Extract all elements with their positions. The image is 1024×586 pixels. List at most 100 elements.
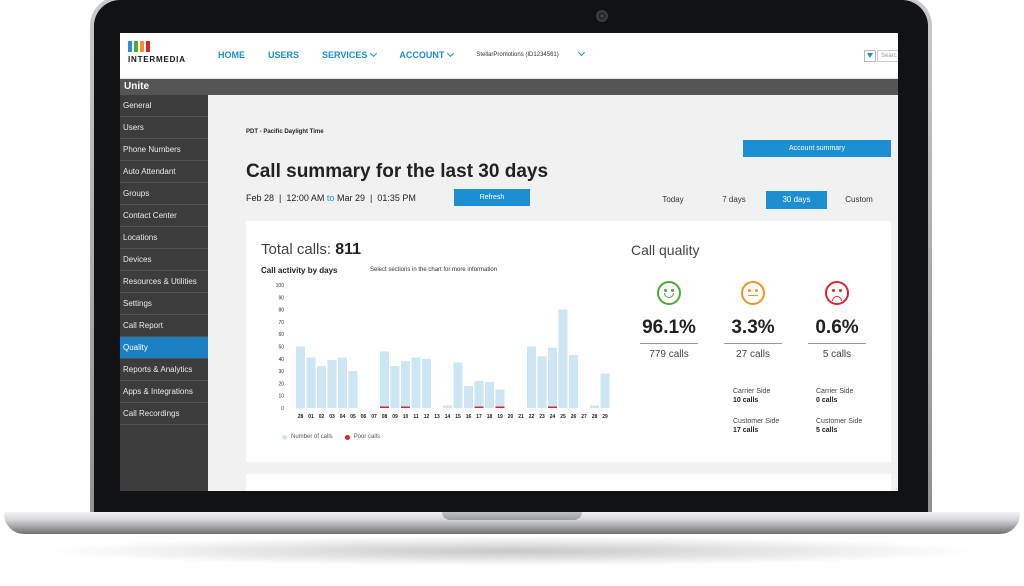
x-tick-label: 18: [487, 414, 493, 420]
calls-bar[interactable]: [558, 309, 568, 408]
sidebar-item-locations[interactable]: Locations: [120, 227, 208, 249]
range-custom-button[interactable]: Custom: [845, 195, 873, 204]
from-time[interactable]: 12:00 AM: [286, 193, 325, 203]
calls-bar[interactable]: [527, 346, 536, 409]
poor-percentage: 0.6%: [815, 317, 859, 338]
calls-bar[interactable]: [306, 357, 316, 408]
logo-bars-icon: [128, 41, 186, 52]
calls-bar[interactable]: [422, 358, 431, 408]
sidebar-item-call-report[interactable]: Call Report: [120, 315, 208, 337]
sidebar-item-phone-numbers[interactable]: Phone Numbers: [120, 139, 208, 161]
sidebar-item-call-recordings[interactable]: Call Recordings: [120, 403, 208, 425]
range-today-button[interactable]: Today: [662, 195, 684, 204]
quality-medium[interactable]: 3.3% 27 calls: [713, 281, 793, 360]
calls-bar[interactable]: [411, 357, 421, 408]
sidebar-item-apps-integrations[interactable]: Apps & Integrations: [120, 381, 208, 403]
calls-bar[interactable]: [548, 347, 557, 408]
sidebar-item-settings[interactable]: Settings: [120, 293, 208, 315]
y-tick-label: 100: [276, 283, 285, 289]
x-tick-label: 06: [361, 414, 367, 420]
account-summary-button[interactable]: Account summary: [743, 140, 891, 157]
medium-breakdown: Carrier Side 10 calls Customer Side 17 c…: [733, 387, 779, 435]
calls-bar[interactable]: [495, 389, 505, 408]
calls-bar[interactable]: [390, 366, 400, 408]
sidebar-item-quality[interactable]: Quality: [120, 337, 208, 359]
x-tick-label: 05: [350, 414, 356, 420]
y-tick-label: 90: [278, 295, 284, 301]
x-tick-label: 27: [581, 414, 587, 420]
poor-calls-bar[interactable]: [548, 406, 557, 409]
legend-number-swatch: [282, 434, 287, 440]
sidebar-item-resources-utilities[interactable]: Resources & Utilities: [120, 271, 208, 293]
sidebar-item-reports-analytics[interactable]: Reports & Analytics: [120, 359, 208, 381]
search-input[interactable]: Searc: [877, 50, 898, 62]
poor-calls-bar[interactable]: [495, 406, 505, 409]
filter-icon[interactable]: [864, 50, 876, 62]
nav-services[interactable]: SERVICES: [322, 49, 378, 60]
top-navigation-bar: INTERMEDIA HOME USERS SERVICES ACCOUNT S…: [120, 33, 898, 79]
x-tick-label: 28: [592, 414, 598, 420]
range-30-days-button[interactable]: 30 days: [766, 191, 827, 209]
date-range: Feb 28 | 12:00 AM to Mar 29 | 01:35 PM: [246, 193, 416, 203]
poor-customer-calls: 5 calls: [816, 427, 838, 434]
poor-calls-bar[interactable]: [474, 406, 484, 409]
neutral-face-icon: [741, 281, 765, 305]
to-date[interactable]: Mar 29: [336, 193, 365, 203]
calls-bar[interactable]: [348, 371, 358, 408]
summary-card: Total calls: 811 Call activity by days S…: [246, 221, 891, 462]
sidebar: General Users Phone Numbers Auto Attenda…: [120, 95, 208, 491]
calls-bar[interactable]: [453, 362, 463, 408]
refresh-button[interactable]: Refresh: [454, 189, 530, 206]
sidebar-item-contact-center[interactable]: Contact Center: [120, 205, 208, 227]
x-tick-label: 15: [455, 414, 461, 420]
nav-account[interactable]: ACCOUNT: [399, 49, 455, 60]
smile-icon: [657, 281, 681, 305]
calls-bar[interactable]: [600, 373, 610, 408]
nav-users[interactable]: USERS: [268, 50, 300, 60]
nav-account-label: ACCOUNT: [399, 50, 445, 60]
poor-calls-bar[interactable]: [380, 406, 389, 409]
sidebar-item-devices[interactable]: Devices: [120, 249, 208, 271]
quality-poor[interactable]: 0.6% 5 calls: [797, 281, 877, 360]
good-calls: 779 calls: [649, 349, 689, 360]
calls-bar[interactable]: [590, 405, 599, 408]
calls-bar[interactable]: [338, 357, 347, 408]
calls-bar[interactable]: [317, 366, 326, 408]
to-time[interactable]: 01:35 PM: [377, 193, 416, 203]
sidebar-item-auto-attendant[interactable]: Auto Attendant: [120, 161, 208, 183]
calls-bar[interactable]: [569, 355, 578, 408]
calls-bar[interactable]: [485, 382, 494, 408]
calls-bar[interactable]: [537, 356, 547, 408]
x-tick-label: 14: [445, 414, 451, 420]
quality-good[interactable]: 96.1% 779 calls: [629, 281, 709, 360]
medium-carrier-calls: 10 calls: [733, 397, 759, 404]
calls-bar[interactable]: [296, 346, 305, 409]
good-percentage: 96.1%: [642, 317, 696, 338]
activity-title: Call activity by days: [261, 266, 338, 275]
from-date[interactable]: Feb 28: [246, 193, 275, 203]
call-activity-chart[interactable]: 0 10 20 30 40 50 60 70 80 90 100 28 01 02 03 04 05 06 07 08…: [246, 277, 621, 433]
x-tick-label: 19: [497, 414, 503, 420]
account-selector[interactable]: StellarPromotions (ID1234561): [476, 52, 559, 58]
intermedia-logo[interactable]: INTERMEDIA: [128, 41, 186, 64]
calls-bar[interactable]: [327, 360, 337, 408]
range-7-days-button[interactable]: 7 days: [722, 195, 746, 204]
sidebar-item-general[interactable]: General: [120, 95, 208, 117]
calls-bar[interactable]: [464, 385, 473, 408]
calls-bar[interactable]: [474, 380, 484, 408]
total-calls-value: 811: [335, 241, 362, 258]
x-tick-label: 26: [571, 414, 577, 420]
calls-bar[interactable]: [380, 351, 389, 408]
secondary-card: [246, 474, 891, 491]
to-label: to: [326, 193, 335, 203]
y-tick-label: 20: [278, 381, 284, 387]
sidebar-item-users[interactable]: Users: [120, 117, 208, 139]
x-tick-label: 17: [476, 414, 482, 420]
poor-calls-bar[interactable]: [401, 406, 410, 409]
y-tick-label: 60: [278, 332, 284, 338]
calls-bar[interactable]: [443, 405, 452, 408]
calls-bar[interactable]: [401, 361, 410, 408]
sidebar-item-groups[interactable]: Groups: [120, 183, 208, 205]
account-chevron-down-icon[interactable]: [577, 48, 585, 56]
nav-home[interactable]: HOME: [218, 50, 245, 60]
